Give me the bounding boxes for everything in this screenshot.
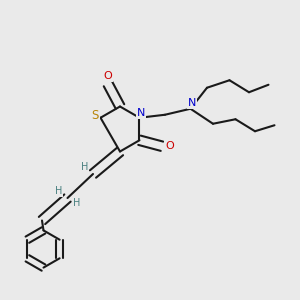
Text: O: O xyxy=(103,71,112,81)
Text: N: N xyxy=(188,98,196,108)
Text: O: O xyxy=(165,141,174,151)
Text: N: N xyxy=(137,108,146,118)
Text: S: S xyxy=(92,109,99,122)
Text: H: H xyxy=(73,197,80,208)
Text: H: H xyxy=(81,162,88,172)
Text: H: H xyxy=(55,186,62,197)
